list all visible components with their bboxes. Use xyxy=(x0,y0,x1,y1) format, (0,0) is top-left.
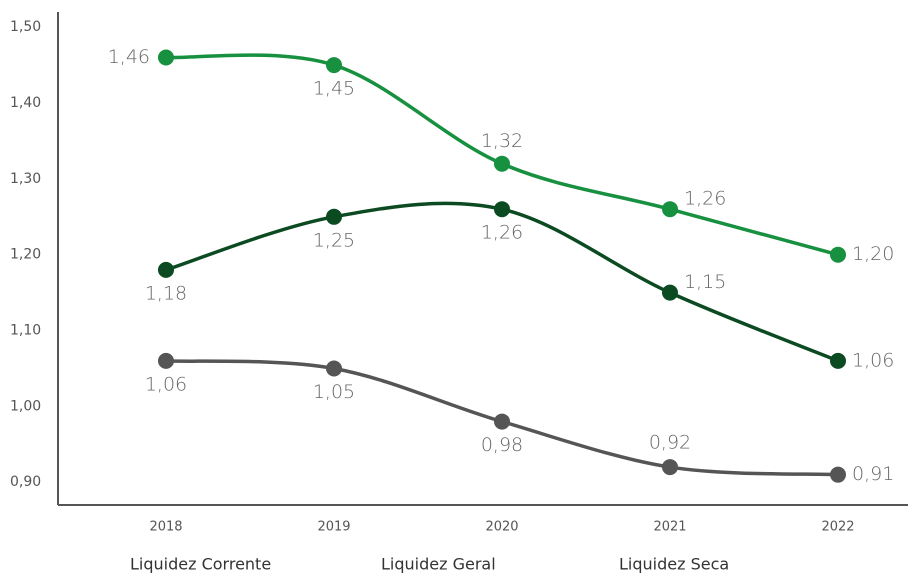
point xyxy=(326,208,342,225)
value-label: 1,20 xyxy=(852,243,894,265)
point xyxy=(662,201,678,218)
value-label: 0,92 xyxy=(649,432,691,454)
y-tick-label: 1,40 xyxy=(10,95,41,111)
x-tick-label: 2022 xyxy=(821,520,854,535)
legend-label: Liquidez Seca xyxy=(619,555,729,574)
point xyxy=(830,246,846,263)
legend-label: Liquidez Corrente xyxy=(130,555,271,574)
value-label: 1,32 xyxy=(481,130,523,152)
y-tick-label: 1,00 xyxy=(10,398,41,414)
value-label: 0,91 xyxy=(852,463,894,485)
point xyxy=(494,201,510,218)
value-label: 1,06 xyxy=(852,349,894,371)
point xyxy=(662,459,678,476)
value-label: 1,18 xyxy=(145,282,187,304)
point xyxy=(494,155,510,172)
point xyxy=(662,284,678,301)
x-tick-label: 2021 xyxy=(653,520,686,535)
point xyxy=(326,57,342,74)
value-label: 1,05 xyxy=(313,381,355,403)
value-label: 1,15 xyxy=(684,271,726,293)
value-label: 1,46 xyxy=(108,46,150,68)
point xyxy=(158,352,174,369)
y-tick-label: 1,10 xyxy=(10,323,41,339)
legend-label: Liquidez Geral xyxy=(381,555,496,574)
y-tick-label: 1,50 xyxy=(10,19,41,35)
point xyxy=(158,49,174,66)
point xyxy=(494,413,510,430)
y-tick-label: 1,20 xyxy=(10,247,41,263)
value-label: 0,98 xyxy=(481,434,523,456)
point xyxy=(830,352,846,369)
point xyxy=(830,466,846,483)
point xyxy=(326,360,342,377)
value-label: 1,26 xyxy=(684,188,726,210)
x-tick-label: 2020 xyxy=(485,520,518,535)
x-tick-label: 2018 xyxy=(149,520,182,535)
value-label: 1,25 xyxy=(313,229,355,251)
y-tick-label: 0,90 xyxy=(10,474,41,490)
x-tick-label: 2019 xyxy=(317,520,350,535)
point xyxy=(158,261,174,278)
value-label: 1,06 xyxy=(145,373,187,395)
value-label: 1,45 xyxy=(313,78,355,100)
value-label: 1,26 xyxy=(481,222,523,244)
y-tick-label: 1,30 xyxy=(10,171,41,187)
